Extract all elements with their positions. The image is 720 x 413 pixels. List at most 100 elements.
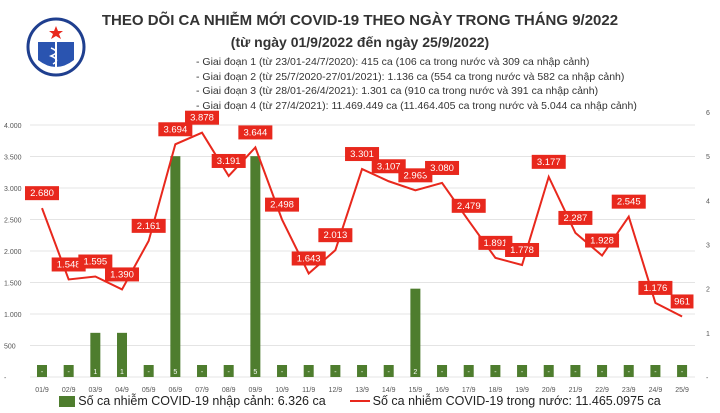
data-label: 3.878 (190, 113, 214, 124)
data-label-bg (265, 197, 300, 212)
left-tick-label: 2.500 (4, 218, 22, 225)
bar-label: - (548, 369, 551, 376)
bar (650, 365, 661, 377)
bar-label: - (441, 369, 444, 376)
bar (357, 365, 368, 377)
right-tick-label: - (706, 375, 709, 382)
data-label-bg (105, 267, 140, 282)
bar (250, 156, 261, 377)
data-label-bg (505, 242, 540, 257)
data-label-bg (211, 153, 246, 168)
x-tick-label: 24/9 (649, 387, 663, 394)
bar-label: 1 (93, 369, 97, 376)
bar-label: - (148, 369, 151, 376)
data-label-bg (478, 235, 513, 250)
data-label: 2.545 (617, 197, 641, 208)
bar-label: - (601, 369, 604, 376)
legend: Số ca nhiễm COVID-19 nhập cảnh: 6.326 ca… (0, 394, 720, 408)
bar (303, 365, 314, 377)
data-label-bg (611, 194, 646, 209)
x-tick-label: 18/9 (489, 387, 503, 394)
data-label: 1.176 (644, 283, 668, 294)
data-label-bg (318, 228, 353, 243)
bar-label: - (468, 369, 471, 376)
note-3: - Giai đoạn 3 (từ 28/01-26/4/2021): 1.30… (196, 85, 599, 97)
data-label-bg (670, 294, 694, 309)
data-label-bg (345, 147, 380, 162)
bar-label: - (201, 369, 204, 376)
right-tick-label: 2 (706, 287, 710, 294)
legend-item-bar: Số ca nhiễm COVID-19 nhập cảnh: 6.326 ca (59, 394, 326, 408)
right-tick-label: 5 (706, 154, 710, 161)
legend-item-line: Số ca nhiễm COVID-19 trong nước: 11.465.… (349, 394, 661, 408)
x-tick-label: 01/9 (35, 387, 49, 394)
bar (570, 365, 581, 377)
data-label-bg (25, 186, 59, 201)
data-label: 3.644 (243, 127, 267, 138)
data-label-bg (531, 154, 566, 169)
data-label: 1.778 (510, 245, 534, 256)
bar-label: - (334, 369, 337, 376)
bar (517, 365, 528, 377)
data-label-bg (585, 233, 620, 248)
right-tick-label: 4 (706, 198, 710, 205)
bar (383, 365, 394, 377)
data-label-bg (638, 280, 673, 295)
left-tick-label: 3.000 (4, 186, 22, 193)
x-tick-label: 03/9 (89, 387, 103, 394)
bar (170, 156, 181, 377)
x-tick-label: 09/9 (249, 387, 263, 394)
right-tick-label: 3 (706, 243, 710, 250)
data-label: 3.080 (430, 163, 454, 174)
right-tick-label: 1 (706, 331, 710, 338)
data-label: 3.107 (377, 161, 401, 172)
left-tick-label: 1.500 (4, 281, 22, 288)
x-tick-label: 14/9 (382, 387, 396, 394)
bar (330, 365, 341, 377)
bar-label: - (574, 369, 577, 376)
data-label-bg (558, 210, 593, 225)
data-label: 3.177 (537, 157, 561, 168)
data-label: 3.694 (163, 124, 187, 135)
bar (143, 365, 154, 377)
data-label: 2.479 (457, 201, 481, 212)
data-label: 2.287 (564, 213, 588, 224)
x-tick-label: 20/9 (542, 387, 556, 394)
data-label: 1.643 (297, 253, 321, 264)
data-label: 2.498 (270, 200, 294, 211)
left-tick-label: 3.500 (4, 155, 22, 162)
bar-label: - (67, 369, 70, 376)
chart-subtitle: (từ ngày 01/9/2022 đến ngày 25/9/2022) (230, 34, 490, 50)
bar-label: - (628, 369, 631, 376)
data-label: 1.548 (57, 259, 81, 270)
bar-label: - (681, 369, 684, 376)
data-label: 1.891 (483, 238, 507, 249)
data-label-bg (131, 218, 166, 233)
x-tick-label: 25/9 (675, 387, 689, 394)
x-tick-label: 11/9 (302, 387, 315, 394)
data-label: 3.191 (217, 156, 241, 167)
data-label-bg (451, 198, 486, 213)
x-tick-label: 08/9 (222, 387, 236, 394)
x-tick-label: 22/9 (595, 387, 609, 394)
legend-swatch-line (349, 400, 370, 402)
data-label-bg (158, 122, 193, 137)
data-label-bg (398, 168, 433, 183)
bar-label: - (361, 369, 364, 376)
data-label-bg (185, 110, 220, 125)
bar (223, 365, 234, 377)
left-tick-label: 4.000 (4, 123, 22, 130)
data-label: 1.928 (590, 236, 614, 247)
right-tick-label: 6 (706, 110, 710, 117)
bar-label: - (228, 369, 231, 376)
data-label: 1.595 (83, 257, 107, 268)
data-label: 2.013 (323, 230, 347, 241)
line-series (41, 131, 683, 318)
data-label-bg (238, 125, 273, 140)
data-label-bg (51, 257, 86, 272)
bar (277, 365, 288, 377)
data-label-bg (371, 159, 406, 174)
bar (677, 365, 688, 377)
note-4: - Giai đoạn 4 (từ 27/4/2021): 11.469.449… (196, 99, 637, 112)
